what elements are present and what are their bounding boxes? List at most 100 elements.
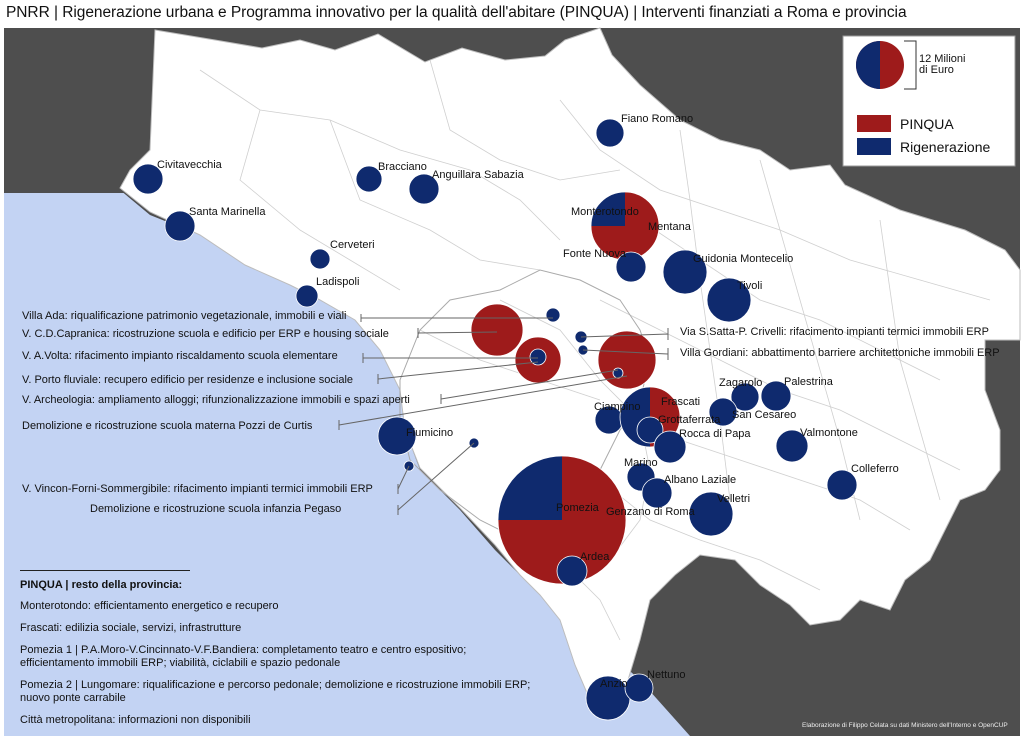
- bubble-fiano-romano: [595, 118, 625, 148]
- rome-project-label-7: V. Vincon-Forni-Sommergibile: rifaciment…: [22, 483, 373, 495]
- bubble-rome-villa-ada: [545, 307, 561, 323]
- note-frascati: Frascati: edilizia sociale, servizi, inf…: [20, 622, 242, 634]
- legend-size-label-2: di Euro: [919, 64, 954, 76]
- bubble-nettuno: [624, 673, 654, 703]
- place-label-fiumicino: Fiumicino: [406, 427, 453, 439]
- rome-project-label-right-1: Via S.Satta-P. Crivelli: rifacimento imp…: [680, 326, 989, 338]
- legend-swatch-rigenerazione: [857, 138, 891, 155]
- province-land: [119, 27, 1021, 706]
- leader-line-left-8: [397, 442, 475, 515]
- bubble-rome-archeologia: [597, 330, 657, 390]
- rome-project-label-5: V. Archeologia: ampliamento alloggi; rif…: [22, 394, 410, 406]
- bubble-zagarolo: [730, 382, 760, 412]
- bubble-rome-capranica: [470, 303, 524, 357]
- bubble-guidonia-montecelio: [662, 249, 708, 295]
- leader-line-left-2: [417, 328, 498, 338]
- legend-swatch-pinqua: [857, 115, 891, 132]
- place-label-pomezia: Pomezia: [556, 502, 600, 514]
- leader-line-left-3: [362, 353, 538, 363]
- rome-project-label-1: Villa Ada: riqualificazione patrimonio v…: [22, 310, 346, 322]
- place-label-tivoli: Tivoli: [737, 280, 762, 292]
- place-label-ardea: Ardea: [580, 551, 610, 563]
- place-label-nettuno: Nettuno: [647, 669, 686, 681]
- notes-panel: PINQUA | resto della provincia: Monterot…: [20, 570, 540, 736]
- bubble-grottaferrata: [636, 416, 664, 444]
- rome-project-label-right-2: Villa Gordiani: abbattimento barriere ar…: [680, 347, 1000, 359]
- place-label-valmontone: Valmontone: [800, 427, 858, 439]
- leader-line-left-6: [338, 375, 628, 430]
- place-label-grottaferrata: Grottaferrata: [658, 414, 721, 426]
- place-label-santa-marinella: Santa Marinella: [189, 206, 266, 218]
- legend-label-pinqua: PINQUA: [900, 116, 954, 132]
- note-monterotondo: Monterotondo: efficientamento energetico…: [20, 600, 279, 612]
- place-label-mentana: Mentana: [648, 221, 692, 233]
- bubble-fiumicino: [377, 416, 417, 456]
- bubble-tivoli: [706, 277, 752, 323]
- place-label-guidonia-montecelio: Guidonia Montecelio: [693, 253, 793, 265]
- bubble-rocca-di-papa: [653, 430, 687, 464]
- rome-project-label-6: Demolizione e ricostruzione scuola mater…: [22, 420, 313, 432]
- bubble-cerveteri: [309, 248, 331, 270]
- rome-project-label-3: V. A.Volta: rifacimento impianto riscald…: [22, 350, 338, 362]
- bubble-valmontone: [775, 429, 809, 463]
- place-label-velletri: Velletri: [717, 493, 750, 505]
- bubble-civitavecchia: [132, 163, 164, 195]
- leader-lines: [338, 314, 669, 515]
- place-label-bracciano: Bracciano: [378, 161, 427, 173]
- legend-size-symbol: [856, 40, 917, 90]
- bubble-bracciano: [355, 165, 383, 193]
- place-label-ladispoli: Ladispoli: [316, 276, 359, 288]
- place-label-albano-laziale: Albano Laziale: [664, 474, 736, 486]
- leader-line-left-7: [397, 465, 410, 494]
- notes-heading: PINQUA | resto della provincia:: [20, 579, 183, 591]
- place-label-fiano-romano: Fiano Romano: [621, 113, 693, 125]
- place-label-anguillara-sabazia: Anguillara Sabazia: [432, 169, 525, 181]
- place-label-palestrina: Palestrina: [784, 376, 834, 388]
- notes-rule: [20, 570, 190, 571]
- place-label-fonte-nuova: Fonte Nuova: [563, 248, 627, 260]
- place-label-civitavecchia: Civitavecchia: [157, 159, 223, 171]
- rome-project-label-8: Demolizione e ricostruzione scuola infan…: [90, 503, 341, 515]
- leader-line-left-4: [377, 361, 539, 384]
- rome-project-label-4: V. Porto fluviale: recupero edificio per…: [22, 374, 353, 386]
- note-citta-metropolitana: Città metropolitana: informazioni non di…: [20, 714, 251, 726]
- municipal-borders: [199, 59, 991, 641]
- bubble-ardea: [556, 555, 588, 587]
- leader-line-left-5: [440, 369, 619, 404]
- note-pomezia-2: Pomezia 2 | Lungomare: riqualificazione …: [20, 679, 531, 704]
- place-label-anzio: Anzio: [600, 678, 628, 690]
- place-label-marino: Marino: [624, 457, 658, 469]
- place-label-genzano-di-roma: Genzano di Roma: [606, 506, 696, 518]
- bubble-colleferro: [826, 469, 858, 501]
- rome-project-label-2: V. C.D.Capranica: ricostruzione scuola e…: [22, 328, 389, 340]
- leader-line-right-2: [582, 348, 669, 360]
- bubble-fonte-nuova: [615, 251, 647, 283]
- credit-text: Elaborazione di Filippo Celata su dati M…: [802, 722, 1008, 729]
- place-label-san-cesareo: San Cesareo: [732, 409, 796, 421]
- bubble-san-cesareo: [708, 397, 738, 427]
- bubble-pomezia: [497, 455, 627, 585]
- place-label-colleferro: Colleferro: [851, 463, 899, 475]
- leader-line-right-1: [580, 328, 669, 340]
- bubble-velletri: [688, 491, 734, 537]
- bubble-palestrina: [760, 380, 792, 412]
- bubble-rome-volta: [529, 348, 547, 366]
- rome-boundary: [399, 269, 651, 541]
- legend-size-label-1: 12 Milioni: [919, 53, 965, 65]
- place-label-zagarolo: Zagarolo: [719, 377, 762, 389]
- map-title: PNRR | Rigenerazione urbana e Programma …: [6, 4, 907, 21]
- place-label-rocca-di-papa: Rocca di Papa: [679, 428, 751, 440]
- bubble-anguillara-sabazia: [408, 173, 440, 205]
- sea: [4, 28, 690, 736]
- legend-label-rigenerazione: Rigenerazione: [900, 139, 990, 155]
- bubble-santa-marinella: [164, 210, 196, 242]
- note-pomezia-1: Pomezia 1 | P.A.Moro-V.Cincinnato-V.F.Ba…: [20, 644, 467, 669]
- place-label-cerveteri: Cerveteri: [330, 239, 375, 251]
- place-label-monterotondo: Monterotondo: [571, 206, 639, 218]
- bubble-monterotondo: [590, 191, 660, 261]
- bubble-albano-laziale: [641, 477, 673, 509]
- place-label-frascati: Frascati: [661, 396, 700, 408]
- bubble-ladispoli: [295, 284, 319, 308]
- place-label-ciampino: Ciampino: [594, 401, 640, 413]
